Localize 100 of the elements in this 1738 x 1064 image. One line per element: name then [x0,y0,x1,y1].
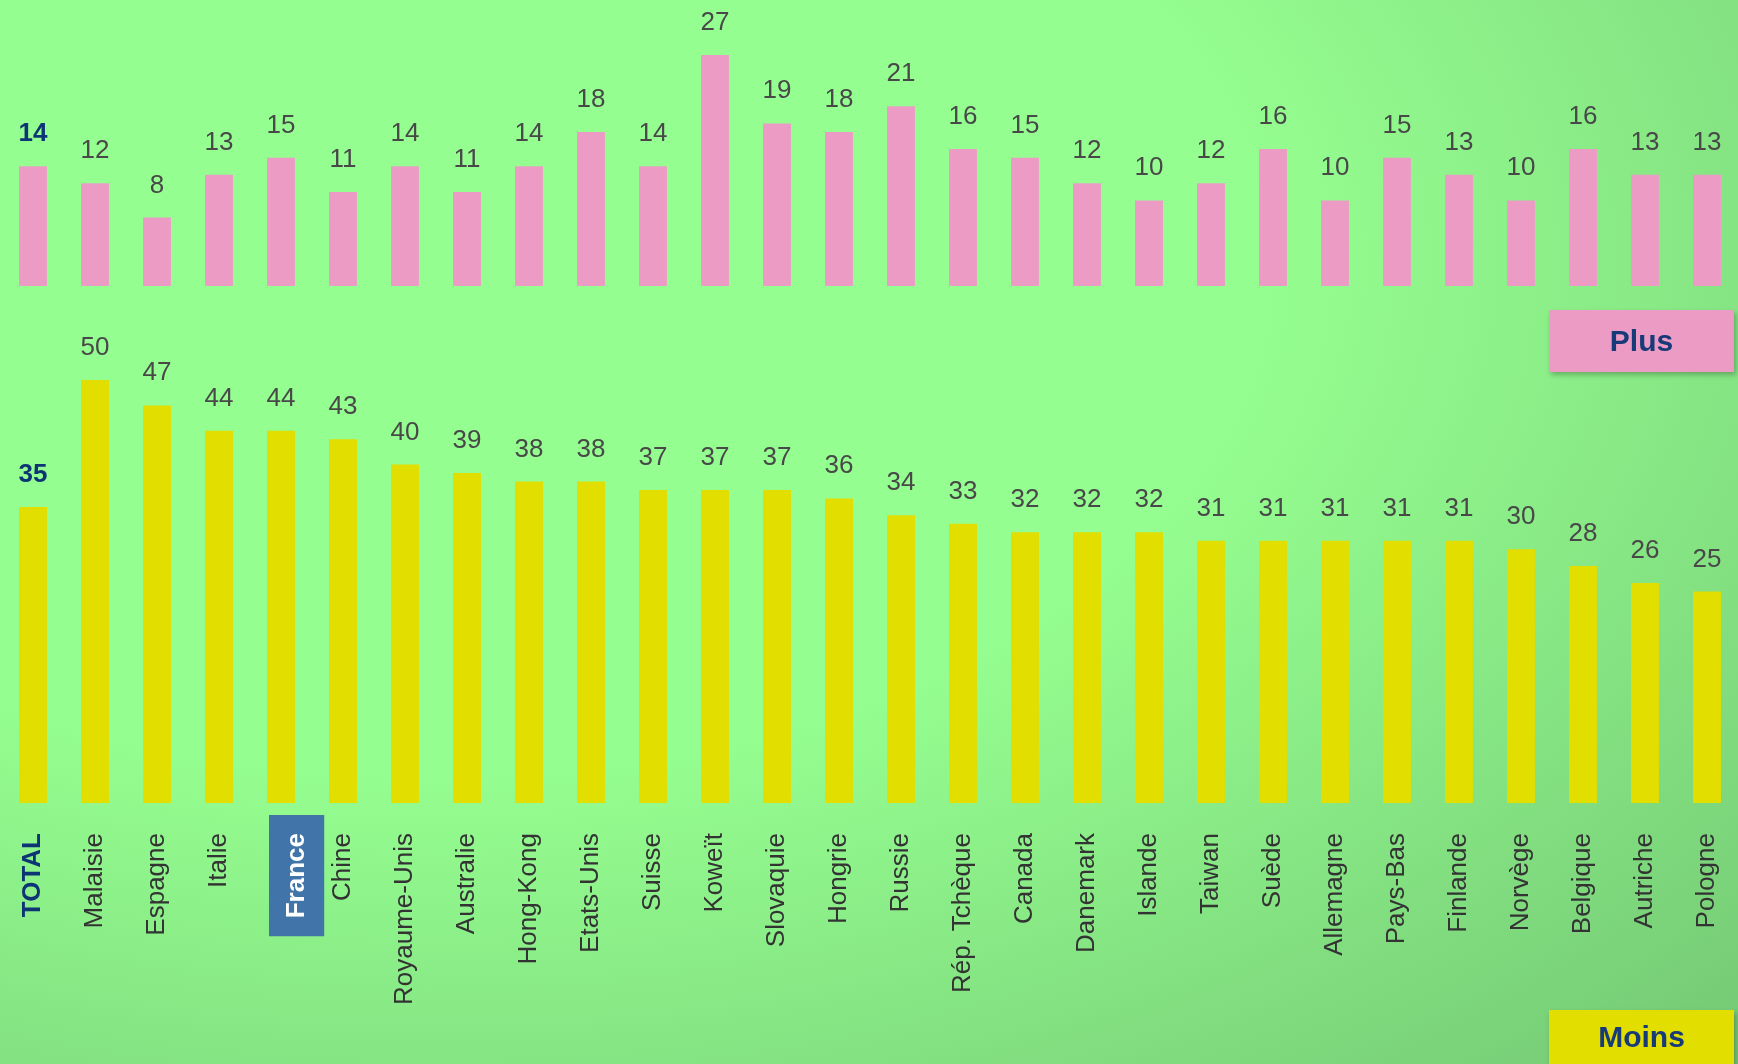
data-label: 15 [266,108,296,139]
data-label: 34 [886,466,916,497]
data-label: 19 [762,74,792,105]
bar [1011,157,1039,286]
data-label: 31 [1444,491,1474,522]
x-tick-label: Taiwan [1194,833,1225,914]
x-tick-label: Royaume-Unis [388,833,419,1005]
data-label: 14 [390,117,420,148]
bar [1693,174,1721,286]
bar [81,183,109,286]
data-label: 44 [266,381,296,412]
bar [1259,149,1287,286]
data-label: 50 [80,331,110,361]
bar [1507,549,1535,803]
bar [1135,532,1163,803]
data-label: 11 [453,142,481,173]
x-tick-label: Suisse [636,833,667,912]
bar [949,149,977,286]
bar [205,174,233,286]
x-tick-label: Islande [1132,833,1163,917]
bar [1135,200,1163,286]
x-tick-label: Norvège [1504,833,1535,932]
bar [1631,583,1659,803]
bar [825,132,853,286]
x-tick-label: Australie [450,833,481,935]
bar [391,166,419,286]
bar [267,157,295,286]
bar [763,123,791,286]
text: Moins [1598,1020,1685,1054]
x-tick-label: Russie [884,833,915,913]
bar [1197,540,1225,803]
data-label: 10 [1134,151,1164,182]
data-label: 39 [452,424,482,455]
bar [143,405,171,803]
bar [515,166,543,286]
x-tick-label: Koweït [698,832,729,913]
data-label: 26 [1630,534,1660,565]
bar [639,489,667,803]
data-label: 13 [1692,125,1722,156]
bar [1321,540,1349,803]
data-label: 8 [149,168,165,199]
data-label: 43 [328,390,358,421]
data-label: 37 [638,440,668,471]
bar [1011,532,1039,803]
x-tick-label: Finlande [1442,833,1473,933]
data-label: 27 [700,6,730,36]
data-label: 32 [1010,483,1040,514]
bar [1383,540,1411,803]
bar [1569,566,1597,803]
x-tick-label: Belgique [1566,833,1597,935]
bar [1445,540,1473,803]
data-label: 11 [329,142,357,173]
data-label: 40 [390,415,420,446]
bar [453,191,481,286]
data-label: 14 [514,117,544,148]
data-label: 21 [886,57,916,88]
data-label: 37 [762,440,792,471]
data-label: 38 [576,432,606,463]
bar [19,166,47,286]
x-tick-label: Chine [326,833,357,901]
data-label: 31 [1382,491,1412,522]
bar [639,166,667,286]
data-label: 47 [142,356,172,387]
data-label: 16 [1568,100,1598,131]
data-label: 10 [1506,151,1536,182]
data-label: 15 [1010,108,1040,139]
data-label: 31 [1258,491,1288,522]
data-label: 14 [18,117,48,148]
bar [701,55,729,286]
data-label: 33 [948,474,978,505]
bar [949,523,977,803]
bar [1631,174,1659,286]
bar [1197,183,1225,286]
x-tick-label: Hongrie [822,833,853,925]
x-tick-label: Etats-Unis [574,833,605,953]
data-label: 35 [18,457,48,488]
x-tick-label: Malaisie [78,833,109,929]
data-label: 31 [1196,491,1226,522]
data-label: 32 [1134,483,1164,514]
bar [267,430,295,803]
x-tick-label: Pologne [1690,833,1721,929]
bar [143,217,171,286]
bar [1693,591,1721,803]
data-label: 12 [80,134,110,165]
data-label: 44 [204,381,234,412]
data-label: 12 [1196,134,1226,165]
x-tick-label: Suède [1256,833,1287,909]
data-label: 32 [1072,483,1102,514]
bar [701,489,729,803]
bar [1507,200,1535,286]
bar [1073,532,1101,803]
data-label: 14 [638,117,668,148]
x-tick-label: Rép. Tchèque [946,833,977,993]
data-label: 16 [948,100,978,131]
bar [1259,540,1287,803]
bar [825,498,853,803]
bar [329,439,357,803]
data-label: 15 [1382,108,1412,139]
x-tick-label: Hong-Kong [512,833,543,965]
bar [19,506,47,803]
